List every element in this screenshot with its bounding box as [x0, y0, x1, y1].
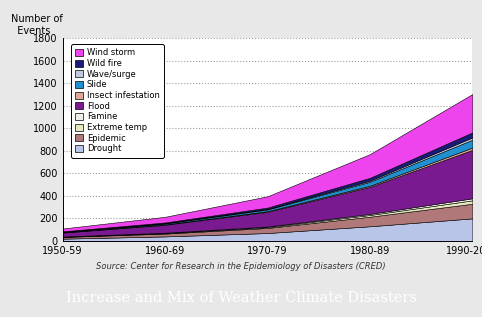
Text: Source: Center for Research in the Epidemiology of Disasters (CRED): Source: Center for Research in the Epide… — [96, 262, 386, 270]
Text: Number of
  Events: Number of Events — [12, 14, 63, 36]
Text: Increase and Mix of Weather Climate Disasters: Increase and Mix of Weather Climate Disa… — [66, 291, 416, 305]
Legend: Wind storm, Wild fire, Wave/surge, Slide, Insect infestation, Flood, Famine, Ext: Wind storm, Wild fire, Wave/surge, Slide… — [71, 44, 164, 158]
